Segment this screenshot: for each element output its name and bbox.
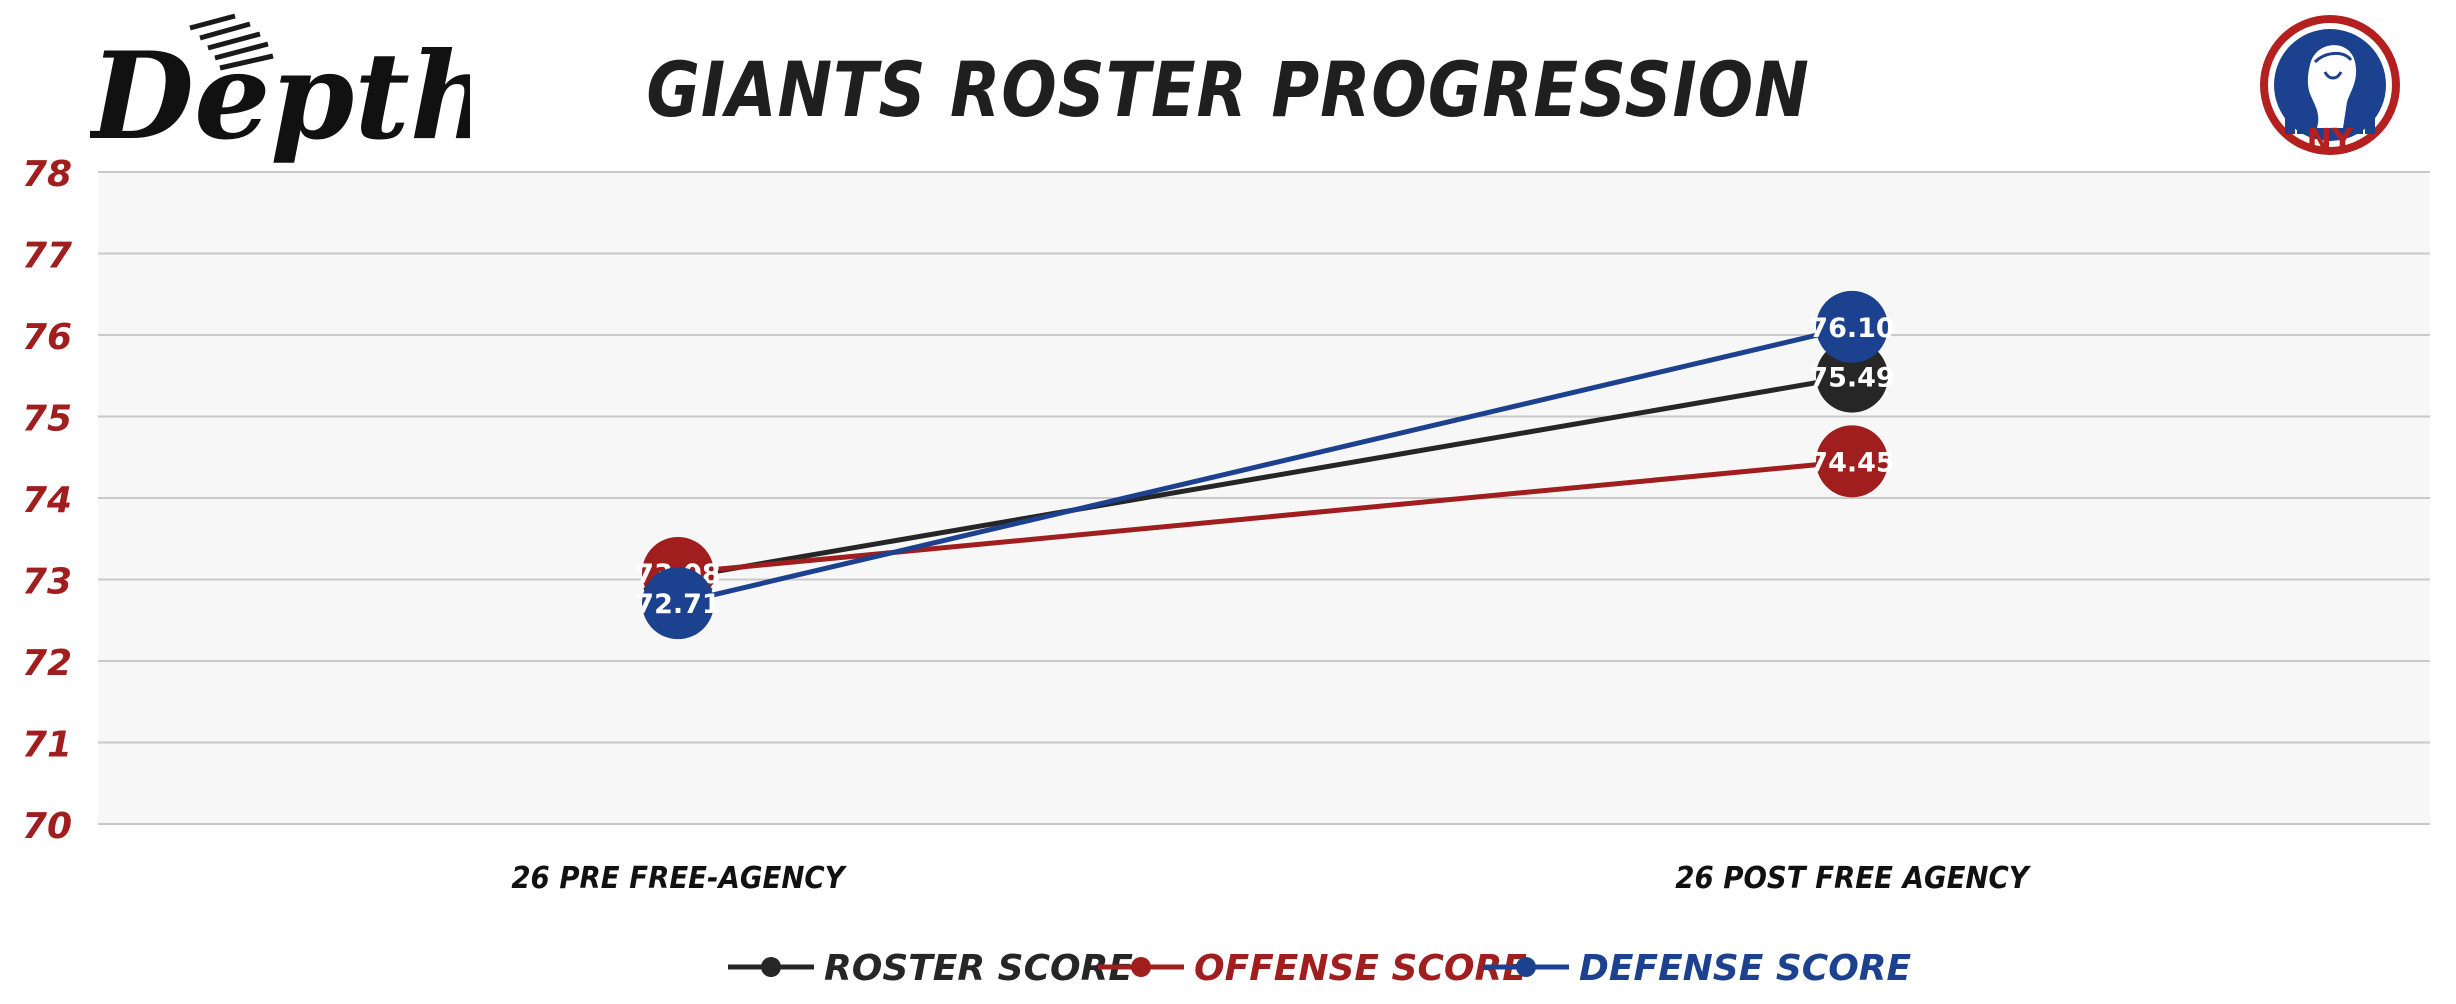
data-point [642,567,714,640]
data-label: 76.10 [1809,313,1894,344]
x-tick-label: 26 PRE FREE-AGENCY [511,860,847,895]
ny-team-logo: NY [2260,15,2400,158]
y-tick-label: 73 [22,562,72,603]
series-lines [677,324,1853,606]
depth-logo-stripes-icon [189,13,274,71]
data-label: 72.71 [635,589,720,620]
legend-label: OFFENSE SCORE [1194,948,1527,989]
chart-title: GIANTS ROSTER PROGRESSION [646,45,1810,134]
data-label: 75.49 [1809,363,1894,394]
y-axis-ticks: 70 71 72 73 74 75 76 77 78 [22,154,72,847]
data-point [1816,425,1888,498]
y-tick-label: 74 [22,480,72,521]
series-line [677,324,1853,606]
y-tick-label: 75 [22,399,72,440]
series-line [677,374,1853,581]
legend-marker [1131,957,1151,977]
series-line [677,458,1853,576]
x-axis-ticks: 26 PRE FREE-AGENCY 26 POST FREE AGENCY [511,860,2031,895]
legend-marker [1516,957,1536,977]
x-tick-label: 26 POST FREE AGENCY [1675,860,2032,895]
ny-logo-text: NY [2307,123,2355,158]
y-tick-label: 78 [22,154,72,195]
y-tick-label: 71 [22,725,72,766]
data-point [1816,340,1888,413]
depth-logo-text: Depth [90,26,470,167]
skyline-icon [2285,108,2375,134]
giant-head-icon [2307,45,2357,128]
legend: ROSTER SCORE OFFENSE SCORE DEFENSE SCORE [728,948,1912,989]
y-tick-label: 77 [22,236,72,277]
depth-logo: Depth [90,13,470,167]
data-label: 74.45 [1809,447,1894,478]
y-tick-label: 72 [22,643,72,684]
legend-label: DEFENSE SCORE [1579,948,1912,989]
y-tick-label: 76 [22,317,72,358]
legend-label: ROSTER SCORE [824,948,1133,989]
grid-lines [98,171,2430,825]
data-point [1816,290,1888,363]
y-tick-label: 70 [22,806,72,847]
legend-marker [761,957,781,977]
